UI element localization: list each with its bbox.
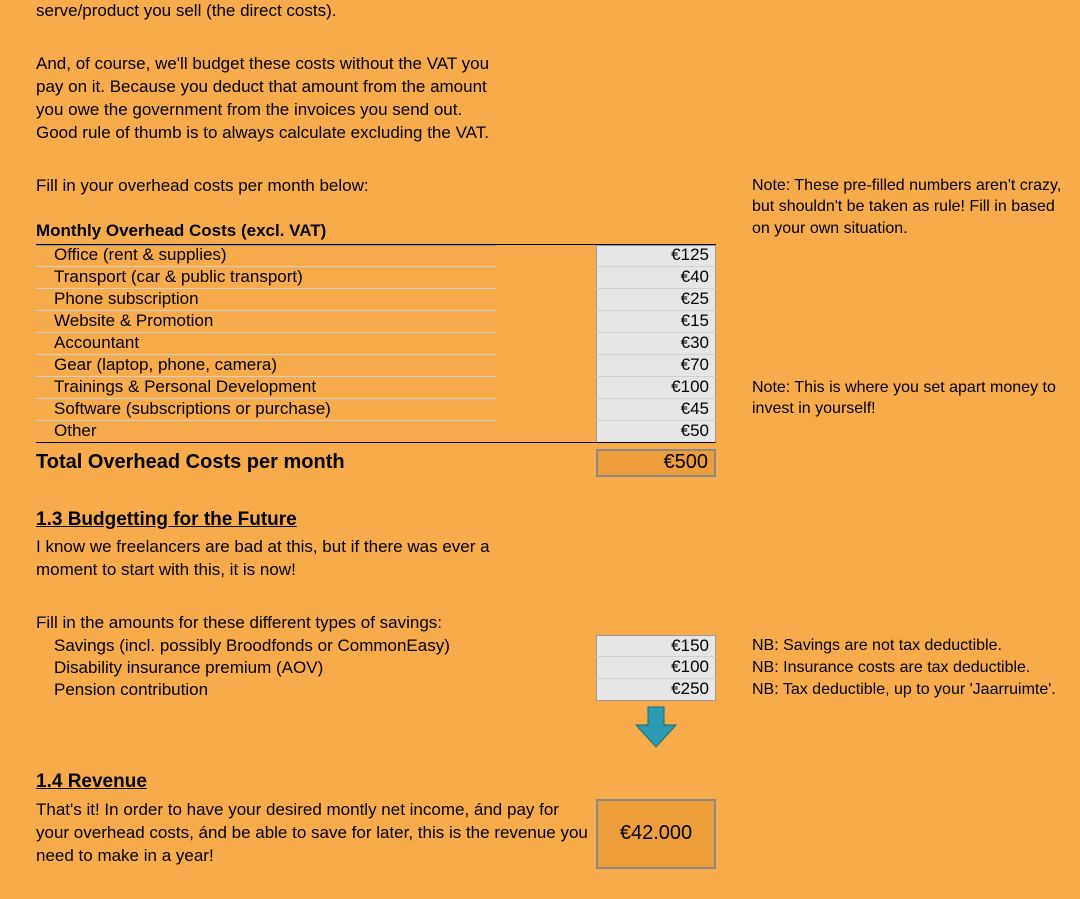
section-1-4-heading: 1.4 Revenue [36,769,716,795]
overhead-row-label: Website & Promotion [36,311,496,333]
spacer [716,333,1076,355]
spacer [716,612,1076,635]
note-prefilled: Note: These pre-filled numbers aren't cr… [716,175,1076,245]
overhead-row-value[interactable]: €25 [596,289,716,311]
overhead-prompt: Fill in your overhead costs per month be… [36,175,496,198]
spacer [716,443,1076,477]
overhead-row-value[interactable]: €15 [596,311,716,333]
savings-row-label: Pension contribution [36,679,496,701]
spacer [716,701,1076,753]
budget-worksheet-page: serve/product you sell (the direct costs… [0,0,1080,899]
spacer [716,763,1076,799]
overhead-row-value[interactable]: €125 [596,245,716,267]
overhead-row-value[interactable]: €70 [596,355,716,377]
overhead-row-value[interactable]: €50 [596,421,716,443]
overhead-table-title: Monthly Overhead Costs (excl. VAT) [36,220,496,245]
overhead-row-label: Accountant [36,333,496,355]
savings-row-value[interactable]: €150 [596,635,716,657]
spacer [716,799,1076,869]
savings-row-value[interactable]: €250 [596,679,716,701]
overhead-row-label: Software (subscriptions or purchase) [36,399,496,421]
section-1-3-prompt: Fill in the amounts for these different … [36,612,716,635]
header-rule [496,220,716,245]
savings-row-value[interactable]: €100 [596,657,716,679]
spacer [716,311,1076,333]
savings-row-note: NB: Savings are not tax deductible. [716,635,1076,657]
spacer [716,355,1076,377]
spacer [496,377,596,399]
overhead-row-label: Gear (laptop, phone, camera) [36,355,496,377]
spacer [716,477,1076,537]
spacer [496,399,596,421]
spacer [496,635,596,657]
savings-row-note: NB: Tax deductible, up to your 'Jaarruim… [716,679,1076,701]
down-arrow-cell [596,705,716,753]
spacer [496,657,596,679]
spacer [36,198,716,220]
overhead-row-label: Other [36,421,496,443]
overhead-total-value: €500 [596,449,716,477]
spacer [716,245,1076,267]
spacer [716,289,1076,311]
spacer [36,753,1076,763]
overhead-row-value[interactable]: €100 [596,377,716,399]
spacer [496,267,596,289]
spacer [496,679,596,701]
down-arrow-icon [632,705,680,749]
savings-row-label: Savings (incl. possibly Broodfonds or Co… [36,635,496,657]
spacer [36,701,596,753]
spacer [716,536,1076,582]
spacer [36,145,1076,175]
revenue-value: €42.000 [596,799,716,869]
spacer [716,267,1076,289]
section-1-4-text: That's it! In order to have your desired… [36,799,596,869]
spacer [496,443,596,477]
section-1-3-intro: I know we freelancers are bad at this, b… [36,536,496,582]
overhead-row-label: Transport (car & public transport) [36,267,496,289]
section-1-3-heading: 1.3 Budgetting for the Future [36,507,716,533]
spacer [496,355,596,377]
overhead-row-label: Phone subscription [36,289,496,311]
overhead-row-value[interactable]: €40 [596,267,716,289]
spacer [496,333,596,355]
overhead-row-value[interactable]: €45 [596,399,716,421]
spacer [496,245,596,267]
overhead-row-label: Office (rent & supplies) [36,245,496,267]
spacer [496,421,596,443]
spacer [496,175,716,198]
overhead-row-label: Trainings & Personal Development [36,377,496,399]
spacer [36,23,1076,53]
intro-tail: serve/product you sell (the direct costs… [36,0,716,23]
overhead-row-value[interactable]: €30 [596,333,716,355]
note-trainings: Note: This is where you set apart money … [716,377,1076,443]
spacer [496,311,596,333]
overhead-total-cell: €500 [596,443,716,477]
savings-row-label: Disability insurance premium (AOV) [36,657,496,679]
spacer [36,582,1076,612]
spacer [496,289,596,311]
overhead-total-label: Total Overhead Costs per month [36,443,496,477]
intro-vat-paragraph: And, of course, we'll budget these costs… [36,53,496,145]
savings-row-note: NB: Insurance costs are tax deductible. [716,657,1076,679]
